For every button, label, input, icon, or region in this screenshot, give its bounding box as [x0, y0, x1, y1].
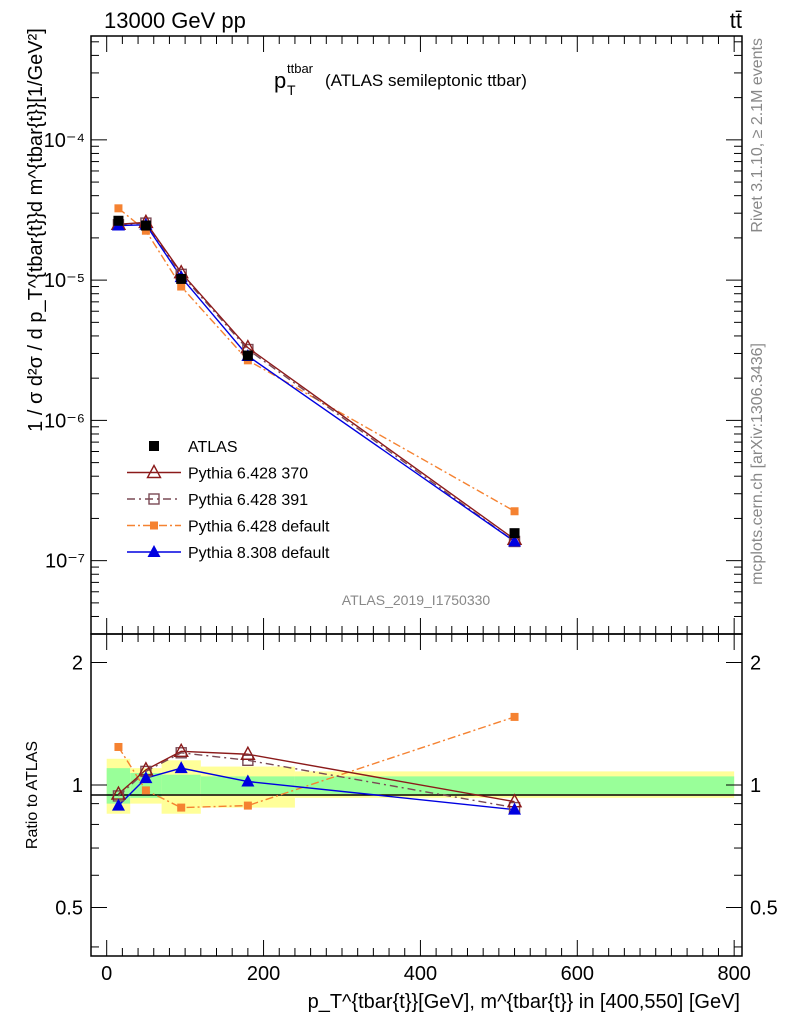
x-tick-labels: 0 200 400 600 800 — [101, 963, 751, 985]
y-tick-label-ratio-right: 2 — [750, 653, 761, 675]
ratio-point-pdef — [510, 712, 519, 721]
process-label: tt̄ — [730, 8, 742, 33]
mcplots-label: mcplots.cern.ch [arXiv:1306.3436] — [749, 343, 766, 585]
analysis-id: ATLAS_2019_I1750330 — [342, 592, 491, 608]
data-point-atlas — [140, 220, 151, 231]
ratio-point-pdef — [177, 803, 186, 812]
legend-label: Pythia 8.308 default — [188, 545, 330, 562]
y-tick-label-ratio: 1 — [72, 775, 83, 797]
uncertainty-bands-ratio — [106, 758, 735, 814]
legend-item-pdef: Pythia 6.428 default — [127, 519, 330, 536]
y-tick-label-ratio: 0.5 — [55, 897, 83, 919]
data-point-atlas — [509, 528, 520, 539]
ratio-line-p370 — [117, 750, 515, 803]
x-tick-label: 0 — [101, 963, 112, 985]
y-tick-label-ratio-right: 0.5 — [750, 897, 778, 919]
ratio-point-p370 — [173, 742, 189, 758]
y-tick-label-ratio: 2 — [72, 653, 83, 675]
ratio-line-pdef — [117, 716, 515, 809]
data-point-pdef — [141, 226, 150, 235]
y-tick-label-ratio-right: 1 — [750, 775, 761, 797]
ratio-point-pdef — [141, 786, 150, 795]
data-point-atlas — [113, 215, 124, 226]
legend-item-p391: Pythia 6.428 391 — [127, 492, 308, 509]
inner-uncertainty-band — [294, 776, 735, 795]
data-point-pdef — [114, 204, 123, 213]
legend: ATLAS Pythia 6.428 370 Pythia 6.428 391 Pyt… — [127, 439, 330, 562]
legend-label: Pythia 6.428 391 — [188, 492, 308, 509]
legend-label: Pythia 6.428 default — [188, 519, 330, 536]
ratio-panel: 0.5 0.51 12 2 0 200 400 600 800 Ratio to ATLAS … — [24, 633, 778, 1013]
title-sup: ttbar — [287, 61, 314, 76]
y-axis-label-top: 1 / σ d²σ / d p_T^{tbar{t}}d m^{tbar{t}}… — [25, 28, 47, 432]
ratio-point-p8 — [508, 802, 522, 815]
ratio-line-p391 — [117, 752, 515, 809]
x-tick-label: 200 — [247, 963, 280, 985]
ratio-point-pdef — [243, 801, 252, 810]
ratio-frame — [90, 633, 743, 957]
legend-marker — [149, 441, 159, 451]
ratio-point-p370 — [240, 745, 256, 760]
legend-label: Pythia 6.428 370 — [188, 466, 308, 483]
x-tick-label: 600 — [561, 963, 594, 985]
legend-item-atlas: ATLAS — [149, 439, 238, 456]
x-tick-label: 400 — [404, 963, 437, 985]
y-tick-labels-ratio: 0.5 0.5 1 1 2 2 — [55, 653, 778, 920]
y-tick-labels-top: 10⁻⁷ 10⁻⁶ 10⁻⁵ 10⁻⁴ — [44, 130, 85, 573]
legend-marker — [147, 545, 161, 557]
main-panel: 10⁻⁷ 10⁻⁶ 10⁻⁵ 10⁻⁴ p T ttbar (ATLAS semile… — [25, 28, 743, 635]
series-markers-top — [110, 204, 523, 548]
title-main: p — [274, 68, 286, 93]
y-tick-label-top: 10⁻⁴ — [44, 130, 85, 152]
series-lines-top — [118, 207, 515, 543]
legend-marker — [148, 493, 160, 505]
plot-title: p — [274, 68, 286, 93]
ratio-point-p8 — [111, 798, 125, 811]
ratio-point-p391 — [242, 754, 254, 766]
legend-marker — [150, 521, 158, 530]
title-rest: (ATLAS semileptonic ttbar) — [325, 71, 527, 90]
data-point-p8 — [508, 534, 522, 547]
data-point-pdef — [510, 507, 519, 516]
legend-item-p8: Pythia 8.308 default — [127, 545, 330, 562]
ratio-point-p8 — [241, 774, 255, 787]
y-axis-label-ratio: Ratio to ATLAS — [24, 741, 41, 849]
y-tick-label-top: 10⁻⁷ — [45, 551, 85, 573]
ratio-axis-ticks — [91, 634, 742, 956]
legend-marker — [146, 464, 162, 479]
x-axis-label: p_T^{tbar{t}}[GeV], m^{tbar{t}} in [400,… — [308, 991, 740, 1013]
data-point-atlas — [242, 350, 253, 361]
ratio-point-pdef — [114, 742, 123, 751]
series-markers-ratio — [110, 712, 523, 815]
x-tick-label: 800 — [717, 963, 750, 985]
legend-item-p370: Pythia 6.428 370 — [127, 464, 308, 483]
rivet-label: Rivet 3.1.10, ≥ 2.1M events — [749, 38, 766, 233]
series-line-pdef — [118, 207, 515, 512]
y-tick-label-top: 10⁻⁶ — [44, 410, 85, 432]
ratio-point-p8 — [139, 771, 153, 784]
y-tick-label-top: 10⁻⁵ — [44, 270, 85, 292]
legend-label: ATLAS — [188, 439, 238, 456]
inner-uncertainty-band — [161, 774, 201, 795]
data-point-atlas — [176, 273, 187, 284]
data-point-pdef — [177, 282, 186, 291]
ratio-point-p8 — [174, 761, 188, 774]
title-sub: T — [287, 82, 296, 98]
energy-label: 13000 GeV pp — [104, 8, 246, 33]
